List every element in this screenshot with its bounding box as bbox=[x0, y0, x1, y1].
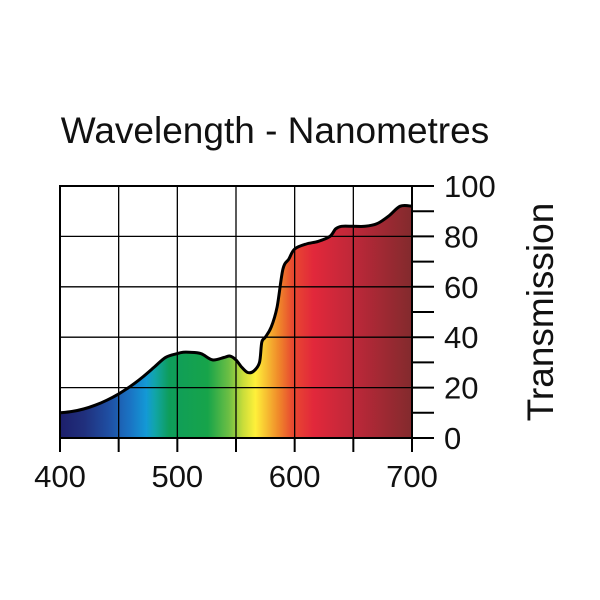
y-tick-label: 60 bbox=[444, 270, 478, 305]
y-axis-label: Transmission bbox=[520, 203, 561, 422]
y-tick-label: 40 bbox=[444, 320, 478, 355]
chart-title: Wavelength - Nanometres bbox=[61, 110, 489, 151]
x-tick-label: 600 bbox=[269, 459, 321, 494]
transmission-area bbox=[60, 205, 412, 438]
x-tick-label: 400 bbox=[34, 459, 86, 494]
x-tick-label: 700 bbox=[386, 459, 438, 494]
x-tick-label: 500 bbox=[151, 459, 203, 494]
y-tick-label: 20 bbox=[444, 371, 478, 406]
grid-lines bbox=[60, 186, 412, 438]
y-tick-label: 0 bbox=[444, 421, 461, 456]
transmission-curve-line bbox=[59, 203, 413, 415]
y-tick-label: 80 bbox=[444, 219, 478, 254]
y-tick-label: 100 bbox=[444, 169, 496, 204]
